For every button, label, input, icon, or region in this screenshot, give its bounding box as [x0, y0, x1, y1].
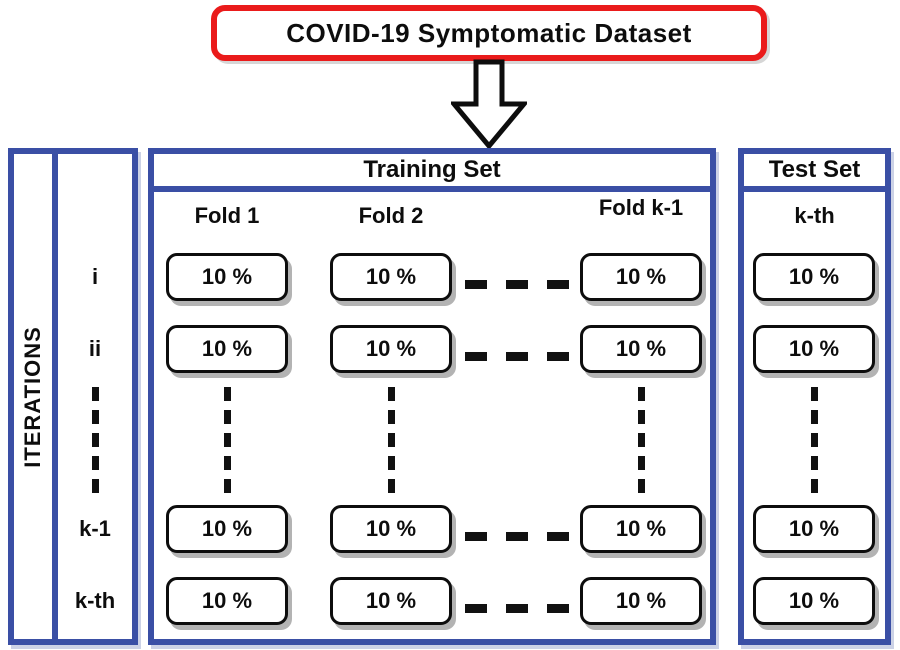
percent-value: 10 %: [615, 588, 667, 613]
percent-box: 10 %: [580, 325, 702, 373]
row-ellipsis-dashes: [465, 280, 569, 289]
percent-box: 10 %: [580, 253, 702, 301]
percent-value: 10 %: [365, 264, 417, 289]
iterations-header-column: ITERATIONS: [14, 154, 52, 639]
training-set-panel: Training Set Fold 1 Fold 2 Fold k-1 10 %…: [148, 148, 716, 645]
iteration-row-label-k-1: k-1: [79, 516, 111, 541]
percent-box: 10 %: [166, 505, 288, 553]
test-header-separator: [744, 186, 885, 192]
percent-value: 10 %: [201, 336, 253, 361]
training-set-header: Training Set: [363, 156, 501, 183]
fold-k-th-label: k-th: [794, 203, 835, 228]
percent-box: 10 %: [330, 253, 452, 301]
fold-2-label: Fold 2: [358, 203, 424, 228]
percent-value: 10 %: [365, 516, 417, 541]
percent-value: 10 %: [201, 588, 253, 613]
percent-box: 10 %: [330, 577, 452, 625]
dataset-title: COVID-19 Symptomatic Dataset: [286, 17, 692, 48]
percent-value: 10 %: [201, 516, 253, 541]
percent-box: 10 %: [753, 253, 875, 301]
percent-box: 10 %: [166, 253, 288, 301]
row-ellipsis-dashes: [465, 532, 569, 541]
column-ellipsis-dashes: [223, 387, 231, 493]
column-ellipsis-dashes: [811, 387, 818, 493]
iteration-row-label-k-th: k-th: [74, 588, 116, 613]
percent-box: 10 %: [166, 325, 288, 373]
percent-box: 10 %: [753, 325, 875, 373]
row-ellipsis-dashes: [465, 604, 569, 613]
dataset-title-box: COVID-19 Symptomatic Dataset: [211, 5, 767, 61]
percent-value: 10 %: [615, 264, 667, 289]
test-set-header: Test Set: [768, 156, 861, 183]
column-ellipsis-dashes: [387, 387, 395, 493]
percent-box: 10 %: [753, 577, 875, 625]
percent-box: 10 %: [330, 325, 452, 373]
iteration-row-label-ii: ii: [88, 336, 102, 361]
fold-1-label: Fold 1: [194, 203, 260, 228]
percent-value: 10 %: [201, 264, 253, 289]
iterations-header-label: ITERATIONS: [20, 325, 45, 468]
fold-k-1-label: Fold k-1: [598, 195, 684, 220]
percent-box: 10 %: [753, 505, 875, 553]
percent-value: 10 %: [615, 336, 667, 361]
iterations-column-divider: [52, 154, 58, 639]
iterations-panel: ITERATIONS i ii k-1 k-th: [8, 148, 138, 645]
percent-box: 10 %: [330, 505, 452, 553]
percent-value: 10 %: [788, 516, 840, 541]
training-header-separator: [154, 186, 710, 192]
down-arrow-icon: [451, 59, 527, 149]
percent-value: 10 %: [788, 588, 840, 613]
row-ellipsis-dashes: [465, 352, 569, 361]
percent-value: 10 %: [615, 516, 667, 541]
percent-box: 10 %: [580, 505, 702, 553]
iteration-row-label-i: i: [91, 264, 99, 289]
percent-box: 10 %: [166, 577, 288, 625]
test-set-panel: Test Set k-th 10 % 10 % 10 % 10 %: [738, 148, 891, 645]
percent-value: 10 %: [788, 336, 840, 361]
column-ellipsis-dashes: [637, 387, 645, 493]
percent-value: 10 %: [365, 336, 417, 361]
percent-box: 10 %: [580, 577, 702, 625]
percent-value: 10 %: [788, 264, 840, 289]
iterations-ellipsis-dashes: [91, 387, 99, 493]
percent-value: 10 %: [365, 588, 417, 613]
